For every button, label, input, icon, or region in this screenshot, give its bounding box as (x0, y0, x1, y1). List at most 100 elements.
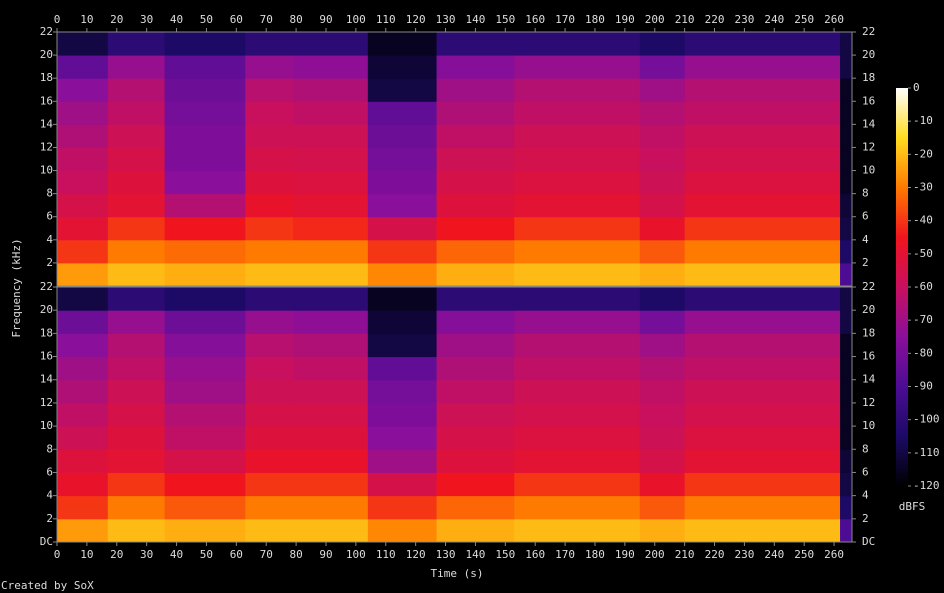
spectrum-cell (107, 78, 166, 102)
x-tick-label: 30 (140, 548, 153, 561)
spectrum-cell (436, 262, 515, 287)
spectrum-cell (436, 216, 515, 241)
spectrum-cell (164, 379, 246, 404)
spectrum-cell (293, 55, 369, 79)
y-tick-label: 6 (46, 210, 53, 223)
spectrum-cell (684, 449, 841, 473)
spectrum-cell (367, 216, 438, 241)
x-tick-label: 160 (525, 13, 545, 26)
spectrum-cell (514, 379, 641, 404)
x-tick-label: 190 (615, 548, 635, 561)
spectrum-cell (514, 310, 641, 334)
spectrum-cell (57, 193, 109, 218)
x-tick-label: 170 (555, 548, 575, 561)
spectrum-cell (57, 426, 109, 450)
colorbar-tick-label: -20 (913, 147, 933, 160)
y-tick-label: 12 (40, 140, 53, 153)
spectrum-cell (164, 356, 246, 381)
spectrum-cell (245, 147, 294, 172)
spectrum-cell (639, 402, 686, 427)
spectrum-cell (245, 78, 294, 102)
spectrum-cell (245, 170, 294, 195)
y-tick-label: DC (40, 535, 53, 548)
spectrum-cell (514, 518, 641, 543)
spectrum-cell (639, 310, 686, 334)
spectrum-cell (840, 287, 853, 311)
spectrum-cell (436, 193, 515, 218)
spectrum-cell (367, 518, 438, 543)
spectrum-cell (639, 379, 686, 404)
spectrum-cell (107, 216, 166, 241)
spectrum-cell (293, 216, 369, 241)
spectrum-cell (57, 379, 109, 404)
spectrum-cell (514, 472, 641, 497)
spectrum-cell (107, 402, 166, 427)
spectrum-cell (367, 449, 438, 473)
spectrum-cell (293, 402, 369, 427)
spectrum-cell (840, 32, 853, 56)
spectrum-cell (245, 32, 294, 56)
x-tick-label: 140 (465, 13, 485, 26)
spectrum-cell (164, 287, 246, 311)
x-tick-label: 40 (170, 13, 183, 26)
x-tick-label: 60 (230, 548, 243, 561)
spectrum-cell (840, 239, 853, 264)
spectrum-cell (57, 101, 109, 125)
spectrum-cell (684, 124, 841, 148)
spectrum-cell (840, 101, 853, 125)
spectrum-cell (639, 356, 686, 381)
spectrum-cell (245, 101, 294, 125)
spectrum-cell (367, 193, 438, 218)
spectrum-cell (57, 472, 109, 497)
x-tick-label: 230 (734, 13, 754, 26)
colorbar-tick-label: -50 (913, 247, 933, 260)
x-tick-label: 0 (54, 13, 61, 26)
spectrum-cell (436, 379, 515, 404)
spectrum-cell (514, 239, 641, 264)
spectrum-cell (57, 78, 109, 102)
y-tick-label: 10 (40, 419, 53, 432)
y-tick-label: 12 (862, 140, 875, 153)
x-tick-label: 60 (230, 13, 243, 26)
spectrum-cell (293, 356, 369, 381)
spectrum-cell (367, 124, 438, 148)
y-tick-label: 2 (46, 512, 53, 525)
spectrum-cell (164, 472, 246, 497)
spectrum-cell (57, 495, 109, 520)
spectrum-cell (840, 147, 853, 172)
spectrum-cell (367, 402, 438, 427)
spectrum-cell (684, 472, 841, 497)
y-tick-label: 8 (46, 187, 53, 200)
spectrum-cell (514, 55, 641, 79)
spectrum-cell (436, 518, 515, 543)
spectrum-cell (245, 239, 294, 264)
spectrum-cell (57, 124, 109, 148)
spectrum-cell (514, 333, 641, 358)
colorbar-tick-label: -30 (913, 181, 933, 194)
spectrum-cell (514, 78, 641, 102)
panel-frame (56, 31, 853, 287)
y-tick-label: 22 (862, 25, 875, 38)
x-tick-label: 210 (675, 548, 695, 561)
y-tick-label: 4 (46, 233, 53, 246)
spectrum-cell (245, 333, 294, 358)
x-tick-label: 160 (525, 548, 545, 561)
y-tick-label: 12 (40, 396, 53, 409)
spectrum-cell (164, 333, 246, 358)
spectrum-cell (840, 170, 853, 195)
spectrum-cell (684, 32, 841, 56)
spectrum-cell (164, 78, 246, 102)
spectrum-cell (639, 193, 686, 218)
x-tick-label: 40 (170, 548, 183, 561)
spectrum-cell (514, 426, 641, 450)
spectrum-cell (164, 402, 246, 427)
spectrum-cell (367, 32, 438, 56)
x-tick-label: 100 (346, 548, 366, 561)
panel-frame (56, 286, 853, 543)
spectrum-cell (293, 170, 369, 195)
spectrum-cell (57, 170, 109, 195)
spectrum-cell (367, 78, 438, 102)
y-tick-label: 8 (862, 442, 869, 455)
colorbar-tick-label: -110 (913, 446, 940, 459)
